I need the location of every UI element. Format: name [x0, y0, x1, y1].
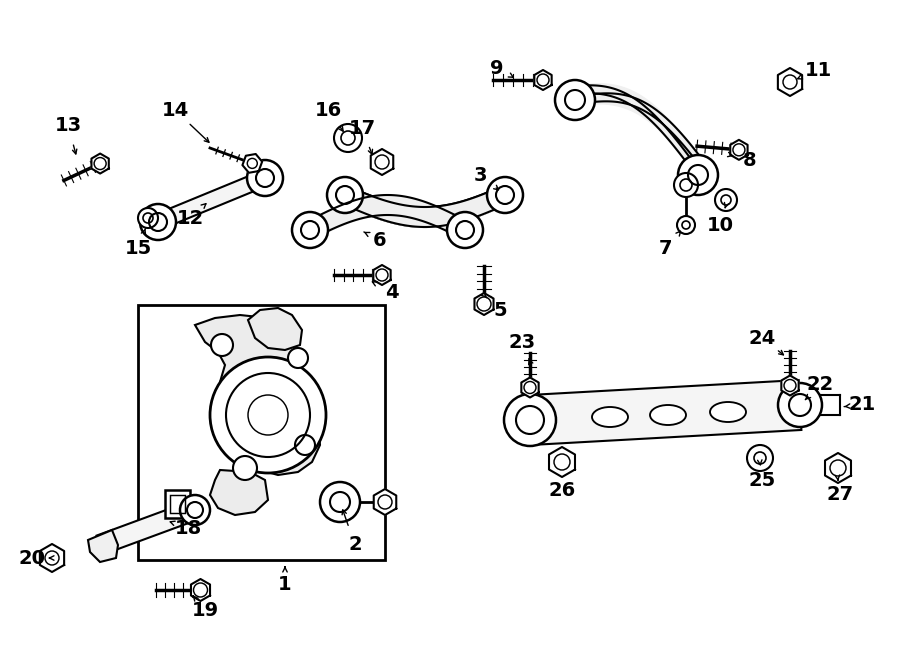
Circle shape: [555, 80, 595, 120]
Ellipse shape: [710, 402, 746, 422]
Circle shape: [140, 204, 176, 240]
Text: 18: 18: [175, 518, 202, 538]
Polygon shape: [528, 380, 801, 445]
Text: 9: 9: [491, 58, 504, 77]
Circle shape: [778, 383, 822, 427]
Polygon shape: [521, 377, 539, 397]
Circle shape: [295, 435, 315, 455]
Circle shape: [715, 189, 737, 211]
Polygon shape: [165, 490, 190, 518]
Polygon shape: [210, 470, 268, 515]
Text: 27: 27: [826, 485, 853, 504]
Text: 5: 5: [493, 301, 507, 320]
Circle shape: [504, 394, 556, 446]
Polygon shape: [155, 171, 268, 230]
Polygon shape: [371, 149, 393, 175]
Text: 25: 25: [749, 471, 776, 489]
Polygon shape: [778, 68, 802, 96]
Polygon shape: [96, 500, 199, 554]
Polygon shape: [549, 447, 575, 477]
Circle shape: [747, 445, 773, 471]
Polygon shape: [474, 293, 493, 315]
Circle shape: [138, 208, 158, 228]
Circle shape: [487, 177, 523, 213]
Text: 21: 21: [849, 395, 876, 414]
Circle shape: [288, 348, 308, 368]
Text: 13: 13: [54, 115, 82, 134]
Polygon shape: [374, 265, 391, 285]
Polygon shape: [138, 305, 385, 560]
Text: 7: 7: [659, 238, 673, 258]
Polygon shape: [242, 154, 262, 173]
Polygon shape: [92, 154, 109, 173]
Circle shape: [327, 177, 363, 213]
Text: 20: 20: [19, 549, 46, 567]
Text: 19: 19: [192, 600, 219, 620]
Text: 4: 4: [385, 283, 399, 301]
Polygon shape: [730, 140, 748, 160]
Text: 17: 17: [348, 118, 375, 138]
Text: 2: 2: [348, 536, 362, 555]
Text: 26: 26: [548, 481, 576, 500]
Text: 8: 8: [743, 150, 757, 169]
Ellipse shape: [592, 407, 628, 427]
Polygon shape: [191, 579, 210, 601]
Circle shape: [678, 155, 718, 195]
Circle shape: [677, 216, 695, 234]
Text: 24: 24: [749, 328, 776, 348]
Polygon shape: [825, 453, 851, 483]
Text: 14: 14: [161, 101, 189, 120]
Polygon shape: [567, 85, 713, 183]
Polygon shape: [374, 489, 396, 515]
Text: 6: 6: [374, 230, 387, 250]
Circle shape: [292, 212, 328, 248]
Polygon shape: [248, 308, 302, 350]
Ellipse shape: [650, 405, 686, 425]
Polygon shape: [195, 315, 320, 475]
Circle shape: [447, 212, 483, 248]
Polygon shape: [88, 530, 118, 562]
Text: 12: 12: [176, 209, 203, 228]
Circle shape: [233, 456, 257, 480]
Text: 22: 22: [806, 375, 833, 395]
Text: 3: 3: [473, 166, 487, 185]
Text: 16: 16: [314, 101, 342, 120]
Text: 1: 1: [278, 575, 292, 594]
Text: 23: 23: [508, 332, 536, 352]
Text: 15: 15: [124, 238, 151, 258]
Circle shape: [211, 334, 233, 356]
Circle shape: [180, 495, 210, 525]
Text: 11: 11: [805, 60, 832, 79]
Circle shape: [320, 482, 360, 522]
Circle shape: [334, 124, 362, 152]
Circle shape: [674, 173, 698, 197]
Circle shape: [247, 160, 283, 196]
Polygon shape: [40, 544, 64, 572]
Polygon shape: [781, 375, 798, 395]
Polygon shape: [535, 70, 552, 90]
Circle shape: [210, 357, 326, 473]
Text: 10: 10: [706, 216, 733, 234]
